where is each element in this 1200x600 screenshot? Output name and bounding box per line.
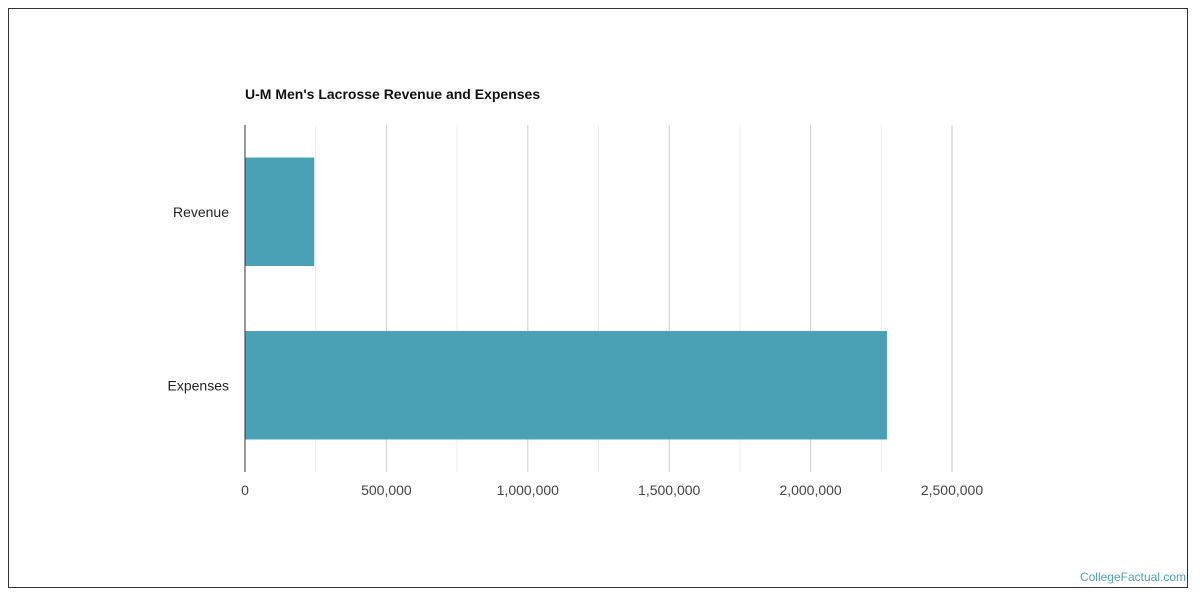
tick-labels: 0 500,000 1,000,000 1,500,000 2,000,000 2,500… xyxy=(241,482,983,498)
bars xyxy=(245,157,887,440)
category-labels: Revenue Expenses xyxy=(168,204,230,394)
bar-revenue[interactable] xyxy=(245,157,315,266)
x-tick-label: 1,500,000 xyxy=(638,482,700,498)
category-label-revenue: Revenue xyxy=(173,204,229,220)
x-tick-label: 1,000,000 xyxy=(497,482,559,498)
bar-expenses[interactable] xyxy=(245,331,887,440)
x-tick-label: 2,500,000 xyxy=(921,482,983,498)
category-label-expenses: Expenses xyxy=(168,377,229,393)
credit-link[interactable]: CollegeFactual.com xyxy=(1079,570,1186,584)
x-tick-label: 2,000,000 xyxy=(779,482,841,498)
chart-frame xyxy=(8,8,1188,588)
x-tick-label: 500,000 xyxy=(361,482,412,498)
x-tick-label: 0 xyxy=(241,482,249,498)
chart-title: U-M Men's Lacrosse Revenue and Expenses xyxy=(245,86,540,102)
